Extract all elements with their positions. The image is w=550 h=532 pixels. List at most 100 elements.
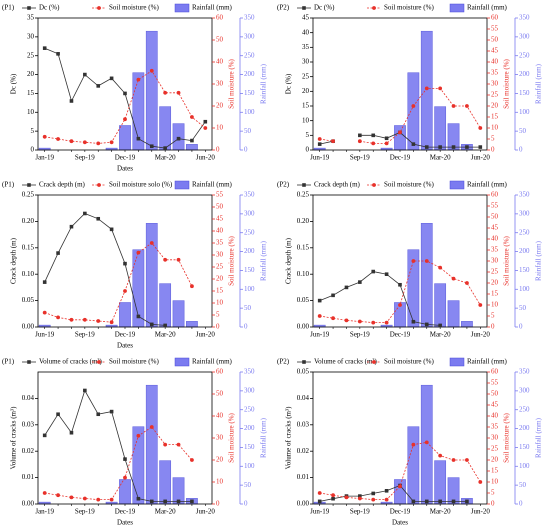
tick-label: 0.05 (297, 296, 310, 304)
axis-label: Rainfall (mm) (535, 240, 543, 281)
tick-label: 0.04 (297, 394, 310, 402)
x-tick-label: Jun-20 (471, 331, 491, 339)
tick-label: 350 (244, 368, 255, 376)
tick-label: 50 (491, 36, 499, 44)
point (176, 90, 181, 95)
tick-label: 50 (491, 213, 499, 221)
tick-label: 5 (306, 131, 310, 139)
tick-label: 25 (491, 268, 499, 276)
tick-label: 55 (491, 379, 499, 387)
x-tick-label: Jan-19 (35, 154, 54, 162)
point (384, 497, 389, 502)
tick-label: 350 (519, 368, 530, 376)
axis-label: Rainfall (mm) (260, 63, 268, 104)
legend-label: Soil moisture (%) (384, 358, 434, 366)
tick-label: 5 (216, 311, 220, 319)
x-tick-label: Sep-19 (350, 508, 370, 516)
tick-label: 0 (519, 323, 523, 331)
point (438, 453, 443, 458)
point (384, 272, 389, 276)
bar (394, 479, 406, 505)
tick-label: 50 (244, 127, 252, 135)
axis-label: Crack depth (m) (10, 237, 18, 284)
point (398, 303, 402, 307)
legend-label: Rainfall (mm) (467, 181, 508, 189)
x-tick-label: Dec-19 (115, 154, 136, 162)
x-axis-label: Dates (117, 519, 133, 527)
tick-label: 15 (491, 113, 499, 121)
point (82, 496, 87, 501)
point (424, 145, 429, 149)
tick-label: 45 (491, 401, 499, 409)
point (344, 495, 349, 500)
tick-label: 0 (244, 323, 248, 331)
point (69, 224, 74, 229)
x-axis-label: Dates (117, 165, 133, 173)
tick-label: 10 (491, 301, 499, 309)
point (69, 317, 74, 322)
point (438, 145, 442, 149)
tick-label: 350 (244, 14, 255, 22)
point (465, 145, 469, 149)
bar (434, 106, 447, 151)
point (109, 140, 114, 145)
panel-label: (P2) (277, 358, 290, 366)
tick-label: 150 (244, 443, 255, 451)
x-tick-label: Jun-20 (196, 331, 216, 339)
x-tick-label: Sep-19 (75, 508, 95, 516)
point (478, 145, 483, 149)
point (69, 139, 74, 144)
point (357, 319, 362, 324)
tick-label: 0.25 (297, 191, 310, 199)
tick-label: 300 (519, 209, 530, 217)
bar (172, 123, 185, 151)
point (331, 316, 335, 321)
tick-label: 0 (491, 146, 495, 154)
tick-label: 0 (519, 146, 523, 154)
tick-label: 250 (244, 228, 255, 236)
point (438, 323, 442, 328)
bar (434, 460, 447, 505)
point (69, 495, 74, 500)
point (123, 475, 127, 480)
x-tick-label: Jun-20 (471, 154, 491, 162)
tick-label: 40 (491, 235, 499, 243)
point (411, 104, 416, 108)
tick-label: 30 (216, 251, 224, 259)
x-tick-label: Sep-19 (75, 154, 95, 162)
tick-label: 0 (491, 323, 495, 331)
point (317, 137, 322, 141)
point (344, 285, 349, 290)
point (149, 425, 154, 429)
tick-label: 150 (519, 443, 530, 451)
panel: 0.00 0.01 0.02 0.03 0.04 0.05 0 5 10 15 20 25 30 35 40… (277, 358, 543, 527)
axis-label: Soil moisture (%) (503, 412, 511, 462)
tick-label: 100 (519, 462, 530, 470)
tick-label: 40 (216, 412, 224, 420)
point (83, 388, 87, 393)
legend-label: Soil moisture (%) (109, 4, 159, 12)
point (163, 499, 167, 504)
tick-label: 300 (519, 32, 530, 40)
tick-label: 0 (306, 146, 310, 154)
point (398, 130, 402, 135)
bar (132, 426, 145, 505)
point (438, 265, 443, 270)
tick-label: 0.00 (297, 323, 310, 331)
point (344, 318, 349, 323)
legend-marker (372, 360, 376, 364)
tick-label: 35 (491, 69, 499, 77)
legend-label: Volume of cracks (m³) (314, 358, 377, 366)
point (149, 144, 154, 149)
tick-label: 0.04 (22, 394, 35, 402)
tick-label: 30 (216, 80, 224, 88)
bar (172, 300, 185, 328)
tick-label: 30 (27, 32, 35, 40)
point (371, 491, 376, 496)
bar (119, 302, 131, 328)
bar (159, 283, 172, 328)
tick-label: 200 (519, 424, 530, 432)
tick-label: 300 (244, 32, 255, 40)
point (96, 84, 101, 88)
bar (420, 223, 433, 328)
